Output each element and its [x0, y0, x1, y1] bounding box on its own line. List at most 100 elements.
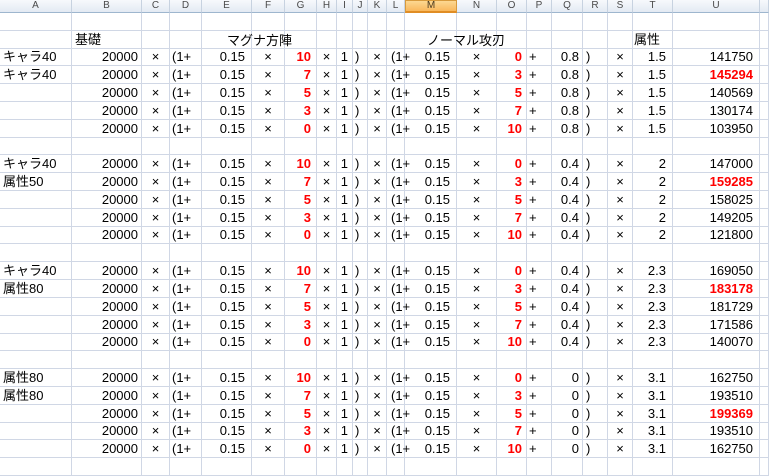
cell-G17[interactable]: 5 — [285, 297, 317, 316]
cell-B14[interactable] — [72, 244, 142, 263]
cell-I25[interactable]: 1 — [337, 440, 353, 459]
cell-I12[interactable]: 1 — [337, 208, 353, 227]
cell-V24[interactable] — [760, 422, 769, 441]
cell-L7[interactable]: (1+ — [387, 119, 410, 138]
cell-V16[interactable] — [760, 280, 769, 298]
cell-E26[interactable] — [202, 458, 252, 476]
cell-T18[interactable]: 2.3 — [633, 315, 673, 334]
cell-A17[interactable] — [0, 297, 72, 316]
cell-O10[interactable]: 3 — [497, 173, 527, 192]
cell-C8[interactable] — [142, 137, 170, 156]
cell-K20[interactable] — [368, 351, 387, 370]
cell-J6[interactable]: ) — [353, 102, 368, 120]
cell-O2[interactable] — [497, 30, 527, 49]
cell-U14[interactable] — [673, 244, 760, 263]
cell-V23[interactable] — [760, 404, 769, 423]
cell-L12[interactable]: (1+ — [387, 208, 410, 227]
cell-S25[interactable]: × — [608, 440, 633, 459]
cell-J2[interactable] — [353, 30, 368, 49]
cell-R1[interactable] — [583, 13, 608, 31]
cell-I13[interactable]: 1 — [337, 226, 353, 245]
cell-J26[interactable] — [353, 458, 368, 476]
cell-T13[interactable]: 2 — [633, 226, 673, 245]
cell-M3[interactable]: 0.15 — [405, 48, 457, 67]
cell-A22[interactable]: 属性80 — [0, 386, 72, 405]
cell-B20[interactable] — [72, 351, 142, 370]
cell-C1[interactable] — [142, 13, 170, 31]
cell-K6[interactable]: × — [368, 102, 387, 120]
cell-J16[interactable]: ) — [353, 280, 368, 298]
cell-S10[interactable]: × — [608, 173, 633, 192]
cell-Q16[interactable]: 0.4 — [552, 280, 583, 298]
cell-L9[interactable]: (1+ — [387, 155, 410, 174]
cell-D8[interactable] — [170, 137, 202, 156]
cell-A3[interactable]: キャラ40 — [0, 48, 72, 67]
cell-N24[interactable]: × — [457, 422, 497, 441]
cell-S17[interactable]: × — [608, 297, 633, 316]
cell-H19[interactable]: × — [317, 333, 337, 352]
cell-A19[interactable] — [0, 333, 72, 352]
cell-F24[interactable]: × — [252, 422, 285, 441]
cell-P13[interactable]: + — [527, 226, 552, 245]
cell-R4[interactable]: ) — [583, 66, 608, 85]
cell-U25[interactable]: 162750 — [673, 440, 760, 459]
cell-G16[interactable]: 7 — [285, 280, 317, 298]
cell-V4[interactable] — [760, 66, 769, 85]
cell-P14[interactable] — [527, 244, 552, 263]
cell-Q18[interactable]: 0.4 — [552, 315, 583, 334]
cell-Q1[interactable] — [552, 13, 583, 31]
cell-S15[interactable]: × — [608, 262, 633, 281]
cell-S19[interactable]: × — [608, 333, 633, 352]
cell-U4[interactable]: 145294 — [673, 66, 760, 85]
cell-N15[interactable]: × — [457, 262, 497, 281]
cell-R3[interactable]: ) — [583, 48, 608, 67]
cell-U24[interactable]: 193510 — [673, 422, 760, 441]
cell-G2[interactable] — [285, 30, 317, 49]
cell-F22[interactable]: × — [252, 386, 285, 405]
cell-G11[interactable]: 5 — [285, 191, 317, 209]
cell-K22[interactable]: × — [368, 386, 387, 405]
cell-H22[interactable]: × — [317, 386, 337, 405]
column-header-e[interactable]: E — [202, 0, 252, 13]
cell-F7[interactable]: × — [252, 119, 285, 138]
cell-P18[interactable]: + — [527, 315, 552, 334]
cell-O5[interactable]: 5 — [497, 84, 527, 103]
cell-T15[interactable]: 2.3 — [633, 262, 673, 281]
cell-U7[interactable]: 103950 — [673, 119, 760, 138]
cell-D7[interactable]: (1+ — [170, 119, 202, 138]
cell-H13[interactable]: × — [317, 226, 337, 245]
cell-A15[interactable]: キャラ40 — [0, 262, 72, 281]
cell-F13[interactable]: × — [252, 226, 285, 245]
cell-I24[interactable]: 1 — [337, 422, 353, 441]
cell-O16[interactable]: 3 — [497, 280, 527, 298]
cell-B25[interactable]: 20000 — [72, 440, 142, 459]
cell-L3[interactable]: (1+ — [387, 48, 410, 67]
cell-B21[interactable]: 20000 — [72, 369, 142, 387]
cell-J8[interactable] — [353, 137, 368, 156]
cell-M22[interactable]: 0.15 — [405, 386, 457, 405]
cell-H26[interactable] — [317, 458, 337, 476]
cell-Q11[interactable]: 0.4 — [552, 191, 583, 209]
cell-P9[interactable]: + — [527, 155, 552, 174]
cell-D23[interactable]: (1+ — [170, 404, 202, 423]
cell-G7[interactable]: 0 — [285, 119, 317, 138]
cell-R24[interactable]: ) — [583, 422, 608, 441]
cell-F15[interactable]: × — [252, 262, 285, 281]
cell-C7[interactable]: × — [142, 119, 170, 138]
cell-E22[interactable]: 0.15 — [202, 386, 252, 405]
cell-I16[interactable]: 1 — [337, 280, 353, 298]
cell-N23[interactable]: × — [457, 404, 497, 423]
cell-J15[interactable]: ) — [353, 262, 368, 281]
cell-A12[interactable] — [0, 208, 72, 227]
cell-P23[interactable]: + — [527, 404, 552, 423]
cell-V12[interactable] — [760, 208, 769, 227]
cell-N13[interactable]: × — [457, 226, 497, 245]
cell-B19[interactable]: 20000 — [72, 333, 142, 352]
cell-G23[interactable]: 5 — [285, 404, 317, 423]
cell-L21[interactable]: (1+ — [387, 369, 410, 387]
cell-A25[interactable] — [0, 440, 72, 459]
cell-M4[interactable]: 0.15 — [405, 66, 457, 85]
cell-M5[interactable]: 0.15 — [405, 84, 457, 103]
cell-B5[interactable]: 20000 — [72, 84, 142, 103]
cell-K2[interactable] — [368, 30, 387, 49]
